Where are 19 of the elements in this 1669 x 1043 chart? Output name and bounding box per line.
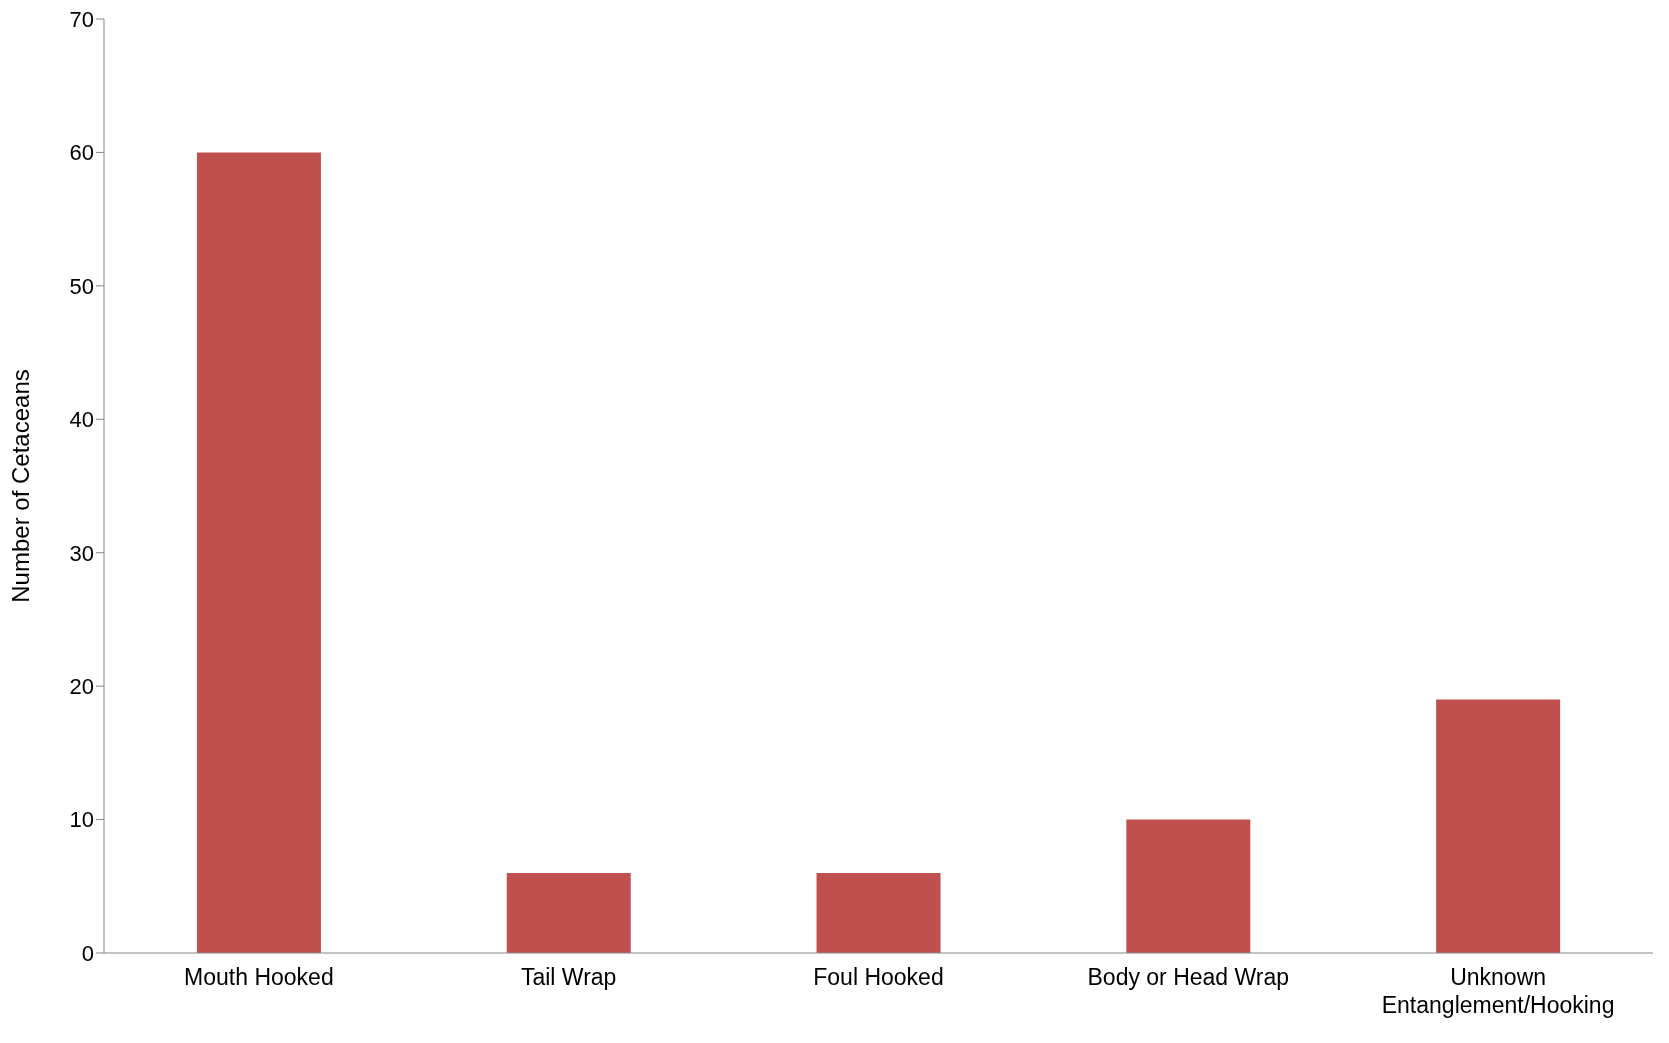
y-tick-label: 0	[81, 940, 94, 966]
y-tick-label: 50	[69, 273, 94, 299]
x-tick-label: Tail Wrap	[520, 964, 617, 991]
y-tick-label: 60	[69, 140, 94, 166]
y-tick-label: 10	[69, 807, 94, 833]
y-tick-label: 30	[69, 540, 94, 566]
y-tick-label: 20	[69, 673, 94, 699]
bar	[1436, 699, 1561, 953]
x-tick-label: Unknown Entanglement/Hooking	[1381, 964, 1615, 1018]
bar	[1126, 819, 1251, 953]
y-tick-label: 40	[69, 407, 94, 433]
x-tick-label: Foul Hooked	[813, 964, 944, 991]
y-axis-title: Number of Cetaceans	[6, 369, 34, 603]
x-tick-label: Body or Head Wrap	[1087, 964, 1290, 991]
y-tick-label: 70	[69, 6, 94, 32]
bar	[196, 152, 321, 953]
bar	[816, 872, 941, 953]
x-tick-label: Mouth Hooked	[184, 964, 334, 991]
bar	[506, 872, 631, 953]
